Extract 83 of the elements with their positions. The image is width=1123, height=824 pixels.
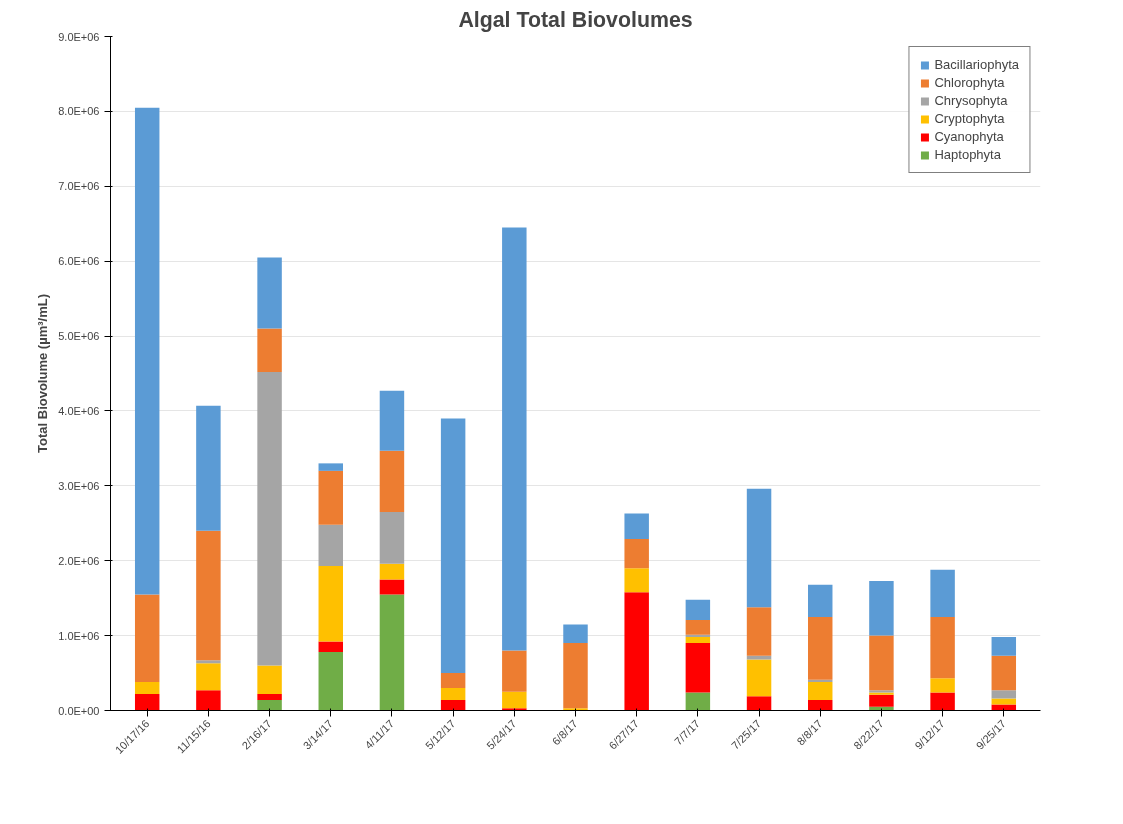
y-tick-label: 5.0E+06: [58, 330, 100, 343]
bar: [502, 227, 527, 651]
bar: [196, 405, 221, 531]
y-tick-label: 8.0E+06: [58, 105, 100, 118]
bar: [624, 539, 649, 569]
bar: [134, 694, 160, 711]
bar: [440, 673, 466, 689]
y-tick-label: 0.0E+00: [58, 704, 100, 717]
bar: [869, 580, 894, 636]
y-tick-label: 4.0E+06: [58, 404, 100, 417]
bar: [379, 563, 405, 580]
y-tick-label: 2.0E+06: [58, 554, 100, 567]
bar: [930, 616, 955, 679]
bar: [257, 694, 282, 701]
bar: [134, 107, 160, 595]
bar: [685, 692, 711, 711]
bar: [134, 682, 160, 695]
bar: [257, 700, 282, 711]
y-axis-title: Total Biovolume (µm³/mL): [35, 294, 51, 453]
y-tick-label: 6.0E+06: [58, 255, 100, 268]
bar: [502, 691, 527, 709]
bar: [318, 565, 343, 642]
bar: [746, 655, 772, 660]
bar: [318, 463, 343, 471]
bar: [563, 624, 588, 644]
bar: [196, 663, 221, 691]
bar: [685, 599, 711, 620]
bar: [991, 637, 1017, 656]
bar: [318, 652, 343, 711]
bar: [440, 418, 466, 674]
bar: [685, 643, 711, 693]
bar: [930, 569, 955, 617]
bar: [808, 682, 833, 701]
bar: [869, 635, 894, 691]
bar: [808, 700, 833, 711]
bar: [379, 450, 405, 513]
bar: [196, 530, 221, 661]
bar: [991, 698, 1017, 705]
legend-label: Chrysophyta: [934, 93, 1008, 108]
y-tick-label: 3.0E+06: [58, 479, 100, 492]
bar: [746, 488, 772, 608]
bar: [440, 700, 466, 711]
bar: [318, 641, 343, 653]
y-tick-label: 1.0E+06: [58, 629, 100, 642]
bar: [440, 688, 466, 701]
legend-label: Haptophyta: [934, 147, 1001, 162]
bar: [196, 660, 221, 664]
bar: [746, 659, 772, 697]
bar: [257, 257, 282, 329]
chart-title: Algal Total Biovolumes: [458, 7, 693, 32]
bar: [257, 328, 282, 372]
bar: [379, 594, 405, 711]
bar: [318, 470, 343, 525]
legend-label: Cyanophyta: [934, 129, 1004, 144]
bar: [808, 616, 833, 680]
bar: [257, 372, 282, 666]
bar: [624, 513, 649, 539]
bar: [991, 655, 1017, 691]
legend-label: Cryptophyta: [934, 111, 1005, 126]
bar: [746, 696, 772, 711]
bar: [808, 584, 833, 617]
bar: [134, 594, 160, 683]
bar: [318, 524, 343, 566]
bar: [624, 568, 649, 593]
bar: [379, 512, 405, 564]
bar: [379, 390, 405, 451]
bar: [685, 619, 711, 635]
bar: [379, 579, 405, 595]
bar: [685, 637, 711, 644]
bar: [257, 665, 282, 695]
bar: [563, 643, 588, 709]
bar: [196, 690, 221, 711]
bar: [930, 678, 955, 693]
bar: [869, 694, 894, 707]
bar: [991, 690, 1017, 699]
y-tick-label: 9.0E+06: [58, 30, 100, 43]
y-tick-label: 7.0E+06: [58, 180, 100, 193]
legend-label: Chlorophyta: [934, 75, 1005, 90]
bar: [930, 692, 955, 711]
bar: [746, 607, 772, 656]
bar: [502, 650, 527, 692]
bar: [624, 592, 649, 711]
legend-label: Bacillariophyta: [934, 57, 1019, 72]
